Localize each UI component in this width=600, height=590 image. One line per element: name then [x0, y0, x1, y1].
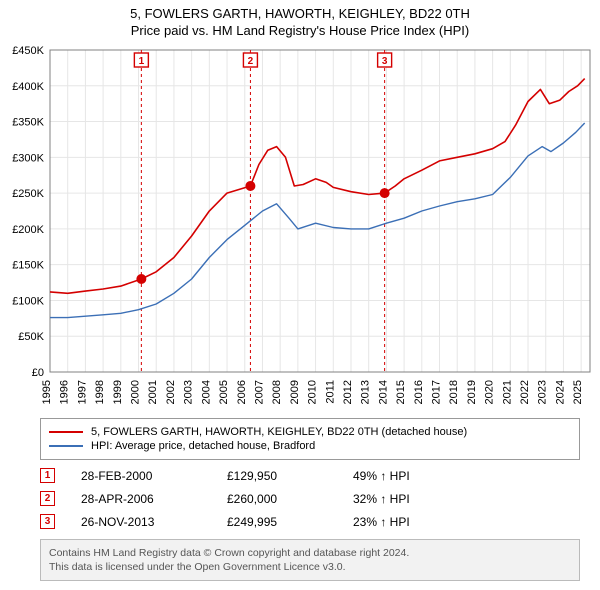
sale-pct-1: 49% ↑ HPI: [353, 469, 473, 483]
legend-label-hpi: HPI: Average price, detached house, Brad…: [91, 440, 315, 452]
svg-text:1: 1: [139, 56, 145, 67]
svg-text:2010: 2010: [307, 380, 319, 404]
svg-text:2: 2: [248, 56, 254, 67]
svg-text:2013: 2013: [360, 380, 372, 404]
legend-swatch-property: [49, 431, 83, 433]
svg-text:1996: 1996: [59, 380, 71, 404]
svg-text:2024: 2024: [554, 380, 566, 404]
svg-text:2021: 2021: [501, 380, 513, 404]
sale-row-1: 1 28-FEB-2000 £129,950 49% ↑ HPI: [40, 464, 580, 487]
sale-pct-2: 32% ↑ HPI: [353, 492, 473, 506]
svg-text:£50K: £50K: [18, 331, 44, 343]
svg-text:1998: 1998: [94, 380, 106, 404]
svg-text:2002: 2002: [165, 380, 177, 404]
svg-text:2004: 2004: [200, 380, 212, 404]
legend-item-hpi: HPI: Average price, detached house, Brad…: [49, 439, 571, 453]
svg-text:2018: 2018: [448, 380, 460, 404]
svg-text:£100K: £100K: [12, 295, 44, 307]
svg-text:2001: 2001: [147, 380, 159, 404]
footer-line-2: This data is licensed under the Open Gov…: [49, 560, 571, 574]
footer-line-1: Contains HM Land Registry data © Crown c…: [49, 546, 571, 560]
title-line-1: 5, FOWLERS GARTH, HAWORTH, KEIGHLEY, BD2…: [10, 6, 590, 21]
sale-date-3: 26-NOV-2013: [81, 515, 201, 529]
svg-text:£150K: £150K: [12, 260, 44, 272]
svg-text:2014: 2014: [377, 380, 389, 404]
sale-marker-3: 3: [40, 514, 55, 529]
sale-price-3: £249,995: [227, 515, 327, 529]
sale-marker-1: 1: [40, 468, 55, 483]
svg-text:£400K: £400K: [12, 81, 44, 93]
svg-text:£450K: £450K: [12, 45, 44, 57]
svg-text:2020: 2020: [484, 380, 496, 404]
svg-text:2003: 2003: [183, 380, 195, 404]
sale-price-2: £260,000: [227, 492, 327, 506]
legend-swatch-hpi: [49, 445, 83, 447]
svg-text:2025: 2025: [572, 380, 584, 404]
svg-text:2005: 2005: [218, 380, 230, 404]
svg-text:2009: 2009: [289, 380, 301, 404]
svg-text:2016: 2016: [413, 380, 425, 404]
svg-text:£350K: £350K: [12, 117, 44, 129]
chart-svg: £0 £50K £100K £150K £200K £250K £300K £350K £400…: [0, 42, 600, 412]
svg-text:2019: 2019: [466, 380, 478, 404]
svg-text:3: 3: [382, 56, 388, 67]
svg-text:2015: 2015: [395, 380, 407, 404]
title-line-2: Price paid vs. HM Land Registry's House …: [10, 23, 590, 38]
svg-text:2008: 2008: [271, 380, 283, 404]
legend-item-property: 5, FOWLERS GARTH, HAWORTH, KEIGHLEY, BD2…: [49, 425, 571, 439]
legend: 5, FOWLERS GARTH, HAWORTH, KEIGHLEY, BD2…: [40, 418, 580, 460]
svg-text:1999: 1999: [112, 380, 124, 404]
svg-text:£250K: £250K: [12, 188, 44, 200]
svg-text:£300K: £300K: [12, 152, 44, 164]
svg-text:2017: 2017: [431, 380, 443, 404]
sale-pct-3: 23% ↑ HPI: [353, 515, 473, 529]
svg-text:£200K: £200K: [12, 224, 44, 236]
legend-label-property: 5, FOWLERS GARTH, HAWORTH, KEIGHLEY, BD2…: [91, 426, 467, 438]
chart-title: 5, FOWLERS GARTH, HAWORTH, KEIGHLEY, BD2…: [0, 0, 600, 42]
sale-price-1: £129,950: [227, 469, 327, 483]
svg-text:2000: 2000: [130, 380, 142, 404]
svg-text:£0: £0: [32, 367, 44, 379]
svg-text:2006: 2006: [236, 380, 248, 404]
svg-text:1997: 1997: [76, 380, 88, 404]
svg-text:2022: 2022: [519, 380, 531, 404]
sale-row-3: 3 26-NOV-2013 £249,995 23% ↑ HPI: [40, 510, 580, 533]
sale-marker-2: 2: [40, 491, 55, 506]
sale-date-1: 28-FEB-2000: [81, 469, 201, 483]
sale-row-2: 2 28-APR-2006 £260,000 32% ↑ HPI: [40, 487, 580, 510]
svg-text:2007: 2007: [253, 380, 265, 404]
svg-text:2012: 2012: [342, 380, 354, 404]
chart-container: { "title": { "line1": "5, FOWLERS GARTH,…: [0, 0, 600, 581]
sale-date-2: 28-APR-2006: [81, 492, 201, 506]
svg-text:1995: 1995: [41, 380, 53, 404]
sale-events: 1 28-FEB-2000 £129,950 49% ↑ HPI 2 28-AP…: [40, 464, 580, 533]
svg-text:2011: 2011: [324, 380, 336, 404]
attribution-footer: Contains HM Land Registry data © Crown c…: [40, 539, 580, 581]
chart-plot-area: £0 £50K £100K £150K £200K £250K £300K £350K £400…: [0, 42, 600, 412]
svg-text:2023: 2023: [537, 380, 549, 404]
